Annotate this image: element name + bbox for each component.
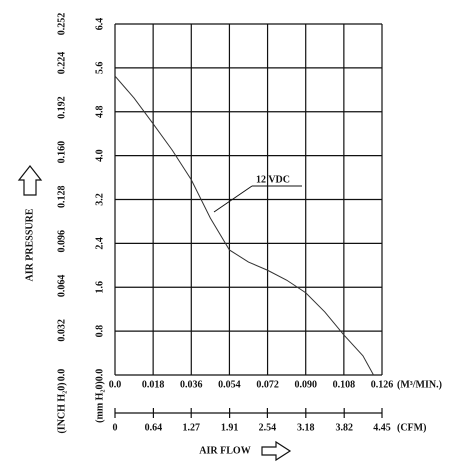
y-tick-label: 5.6 (94, 62, 105, 75)
x-tick-label: 0.018 (142, 379, 165, 390)
y-axis-title: AIR PRESSURE (24, 208, 35, 281)
x-tick-label: 0.036 (180, 379, 203, 390)
y-tick-label: 3.2 (94, 193, 105, 206)
curve (114, 75, 374, 376)
x-tick-label: 0.126 (371, 379, 394, 390)
x2-tick-label: 1.27 (182, 422, 200, 433)
x-tick-label: 0.108 (333, 379, 356, 390)
y2-tick-label: 0.192 (56, 96, 67, 119)
y2-tick-label: 0.224 (56, 52, 67, 75)
x-axis-title: AIR FLOW (199, 445, 250, 456)
y-tick-label: 4.0 (94, 149, 105, 162)
y2-tick-label: 0.0 (56, 369, 67, 382)
y-axis-label: (mm H₂0) (94, 381, 105, 423)
x2-tick-label: 0.64 (145, 422, 163, 433)
y2-axis-label: (INCH H₂0) (56, 382, 67, 433)
y-tick-label: 2.4 (94, 237, 105, 250)
x2-tick-label: 0 (113, 422, 118, 433)
x-tick-label: 0.072 (256, 379, 279, 390)
y-tick-label: 1.6 (94, 281, 105, 294)
y-tick-label: 0.8 (94, 325, 105, 338)
x2-tick-label: 4.45 (373, 422, 391, 433)
x2-tick-label: 1.91 (221, 422, 239, 433)
right-arrow (261, 440, 292, 462)
x-tick-label: 0.0 (109, 379, 122, 390)
x2-tick-label: 3.82 (335, 422, 353, 433)
x-tick-label: 0.054 (218, 379, 241, 390)
y-tick-label: 0.0 (94, 369, 105, 382)
x-unit: (M³/MIN.) (397, 379, 442, 390)
y-tick-label: 4.8 (94, 106, 105, 119)
y-tick-label: 6.4 (94, 18, 105, 31)
y2-tick-label: 0.064 (56, 275, 67, 298)
y2-tick-label: 0.032 (56, 319, 67, 342)
annotation-leader (213, 185, 253, 213)
y2-tick-label: 0.096 (56, 230, 67, 253)
y2-tick-label: 0.252 (56, 13, 67, 36)
y2-tick-label: 0.128 (56, 185, 67, 208)
x2-unit: (CFM) (397, 422, 426, 433)
x-tick-label: 0.090 (294, 379, 317, 390)
x2-tick-label: 2.54 (259, 422, 277, 433)
x2-tick-label: 3.18 (297, 422, 315, 433)
y2-tick-label: 0.160 (56, 141, 67, 164)
series-annotation: 12 VDC (256, 174, 290, 185)
up-arrow (17, 165, 43, 196)
